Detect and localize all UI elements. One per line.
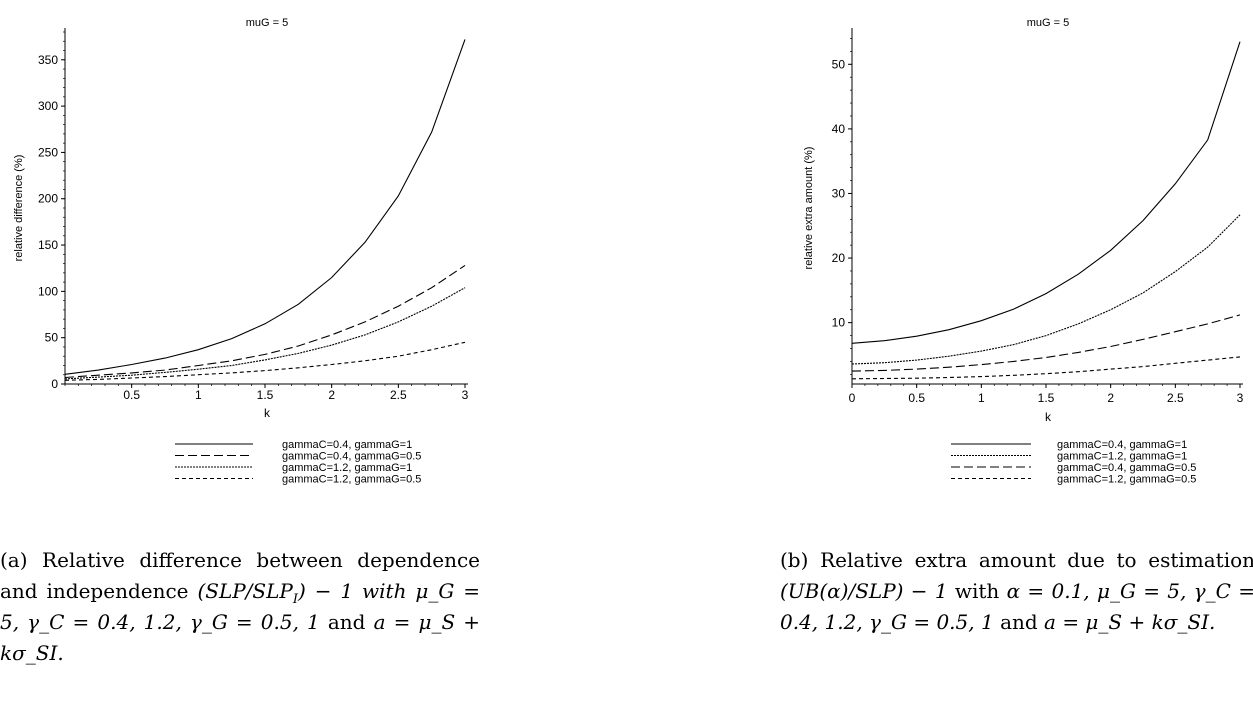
x-tick-label: 1.5 xyxy=(1038,391,1055,405)
y-tick-label: 40 xyxy=(832,122,846,136)
y-tick-label: 0 xyxy=(51,377,58,391)
caption-b-text: Relative extra amount due to estimation xyxy=(820,548,1253,572)
legend-label-1: gammaC=0.4, gammaG=1 xyxy=(282,439,412,451)
chart-a: muG = 5 0 50 100 150 200 250 300 350 0.5 1 1.5 2 2.5 3… xyxy=(13,17,469,486)
chart-b: muG = 5 10 20 30 40 50 0 0.5 1 1.5 2 2.5 3 k relative … xyxy=(803,17,1244,486)
legend-label-4: gammaC=1.2, gammaG=0.5 xyxy=(1057,474,1196,486)
x-tick-label: 2 xyxy=(1107,391,1114,405)
x-tick-label: 3 xyxy=(462,388,469,402)
series-line-1 xyxy=(851,41,1241,344)
series-line-2 xyxy=(64,264,466,379)
caption-b-with: with xyxy=(954,579,1000,603)
y-tick-label: 20 xyxy=(832,251,846,265)
caption-a-formula: (SLP/SLPI) − 1 xyxy=(197,579,354,607)
series-line-4 xyxy=(851,356,1241,380)
y-tick-label: 300 xyxy=(38,99,58,113)
y-axis-label: relative extra amount (%) xyxy=(803,147,815,270)
y-tick-label: 100 xyxy=(38,284,58,298)
y-axis-label: relative difference (%) xyxy=(13,155,25,262)
y-tick-label: 50 xyxy=(832,57,846,71)
x-axis-label: k xyxy=(1045,410,1052,424)
x-tick-label: 3 xyxy=(1237,391,1244,405)
y-tick-label: 200 xyxy=(38,192,58,206)
caption-a-text: Relative difference between dependence a… xyxy=(0,548,480,603)
series-line-2 xyxy=(851,214,1241,365)
y-tick-label: 30 xyxy=(832,186,846,200)
chart-title: muG = 5 xyxy=(1027,17,1070,29)
series-line-1 xyxy=(64,39,466,375)
legend-label-4: gammaC=1.2, gammaG=0.5 xyxy=(282,474,421,486)
series-line-3 xyxy=(851,314,1241,372)
legend-label-3: gammaC=1.2, gammaG=1 xyxy=(282,462,412,474)
legend-label-2: gammaC=1.2, gammaG=1 xyxy=(1057,451,1187,463)
x-tick-label: 2.5 xyxy=(390,388,407,402)
x-axis-label: k xyxy=(264,406,271,420)
caption-a-label: (a) xyxy=(0,548,28,572)
legend-label-2: gammaC=0.4, gammaG=0.5 xyxy=(282,451,421,463)
caption-b-formula: (UB(α)/SLP) − 1 xyxy=(780,579,948,603)
caption-b: (b) Relative extra amount due to estimat… xyxy=(780,545,1253,638)
caption-a-aformula: a = μ_S + kσ_SI. xyxy=(0,610,481,665)
x-tick-label: 0.5 xyxy=(908,391,925,405)
y-tick-label: 350 xyxy=(38,53,58,67)
series-line-4 xyxy=(64,341,466,381)
x-tick-label: 1.5 xyxy=(257,388,274,402)
x-tick-label: 2 xyxy=(328,388,335,402)
legend-label-3: gammaC=0.4, gammaG=0.5 xyxy=(1057,462,1196,474)
caption-b-and: and xyxy=(1000,610,1038,634)
chart-title: muG = 5 xyxy=(246,17,289,29)
caption-b-params: α = 0.1, μ_G = 5, γ_C = 0.4, 1.2, γ_G = … xyxy=(780,579,1253,634)
x-tick-label: 0.5 xyxy=(123,388,140,402)
caption-a-and: and xyxy=(327,610,366,634)
caption-a: (a) Relative difference between dependen… xyxy=(0,545,480,669)
y-tick-label: 10 xyxy=(832,316,846,330)
caption-a-with: with xyxy=(362,579,407,603)
x-tick-label: 1 xyxy=(195,388,202,402)
x-tick-label: 1 xyxy=(978,391,985,405)
x-tick-label: 0 xyxy=(849,391,856,405)
caption-a-params: μ_G = 5, γ_C = 0.4, 1.2, γ_G = 0.5, 1 xyxy=(0,579,481,634)
x-tick-label: 2.5 xyxy=(1167,391,1184,405)
y-tick-label: 250 xyxy=(38,145,58,159)
caption-b-label: (b) xyxy=(780,548,809,572)
y-tick-label: 150 xyxy=(38,238,58,252)
caption-b-aformula: a = μ_S + kσ_SI. xyxy=(1044,610,1216,634)
series-line-3 xyxy=(64,287,466,380)
legend-label-1: gammaC=0.4, gammaG=1 xyxy=(1057,439,1187,451)
y-tick-label: 50 xyxy=(45,331,59,345)
